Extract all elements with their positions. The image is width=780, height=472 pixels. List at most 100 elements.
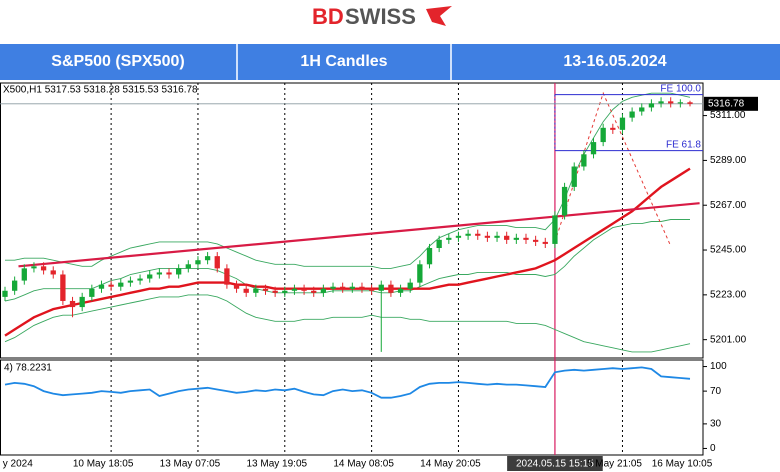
candle-body <box>523 237 529 240</box>
price-tag-label: 5316.78 <box>708 98 745 109</box>
price-tag <box>704 96 758 111</box>
candle-body <box>11 280 18 291</box>
candle-body <box>359 286 365 289</box>
candle-body <box>60 274 66 301</box>
candle-body <box>446 237 452 240</box>
candle-body <box>504 235 510 240</box>
candle-body <box>21 268 27 281</box>
y-tick-label: 5311.00 <box>710 110 746 121</box>
candle-body <box>677 102 684 104</box>
band-line <box>4 219 690 302</box>
y-tick-label: 5289.00 <box>710 155 747 166</box>
x-tick-label: 14 May 20:05 <box>420 459 481 470</box>
candle-body <box>282 290 288 293</box>
x-tick-label: 5 May 21:05 <box>587 459 642 470</box>
candle-body <box>610 127 616 130</box>
y-tick-label: 5267.00 <box>710 200 747 211</box>
candle-body <box>494 235 500 238</box>
candle-body <box>513 237 519 240</box>
candle-body <box>687 102 693 104</box>
x-tick-label: 13 May 07:05 <box>160 459 221 470</box>
header-cell: S&P500 (SPX500) <box>51 53 184 70</box>
candle-body <box>176 268 182 275</box>
candle-body <box>629 111 635 118</box>
candle-body <box>272 290 278 293</box>
logo-swiss: SWISS <box>345 4 416 29</box>
x-tick-label: 10 May 18:05 <box>73 459 134 470</box>
fibo-label: FE 61.8 <box>666 139 701 150</box>
candle-body <box>436 239 442 248</box>
projection <box>554 91 672 247</box>
y-tick-label: 5223.00 <box>710 289 747 300</box>
candle-body <box>658 101 664 104</box>
candle-body <box>619 117 626 130</box>
x-tick-label: 16 May 10:05 <box>652 459 713 470</box>
candle-body <box>2 290 8 297</box>
fibo-label: FE 100.0 <box>660 83 701 94</box>
candle-body <box>639 107 645 112</box>
candle-body <box>600 127 606 143</box>
candle-body <box>214 256 220 269</box>
candle-body <box>137 278 143 281</box>
candle-body <box>426 248 433 265</box>
candle-body <box>648 103 655 108</box>
band-line <box>4 294 691 353</box>
header-bar <box>0 44 780 80</box>
candle-body <box>262 288 269 291</box>
candle-body <box>320 288 327 293</box>
candle-body <box>127 280 134 283</box>
trendline <box>18 202 700 268</box>
candle-body <box>233 284 240 289</box>
candle-body <box>378 284 384 291</box>
candle-body <box>243 288 249 293</box>
candle-body <box>69 300 76 308</box>
candle-body <box>147 274 153 279</box>
candle-body <box>349 286 355 289</box>
indicator-tick-label: 30 <box>710 419 722 430</box>
candle-body <box>108 284 114 287</box>
candle-body <box>40 266 47 271</box>
candle-body <box>204 256 211 261</box>
candle-body <box>79 296 85 308</box>
indicator-tick-label: 0 <box>710 443 716 454</box>
indicator-label: 4) 78.2231 <box>4 363 52 374</box>
x-tick-label: 14 May 08:05 <box>333 459 394 470</box>
x-tick-label: 13 May 19:05 <box>246 459 307 470</box>
candle-body <box>542 241 548 244</box>
info-text: X500,H1 5317.53 5318.28 5315.53 5316.78 <box>3 85 198 96</box>
candle-body <box>195 260 201 265</box>
candle-body <box>291 288 298 291</box>
plot-frame <box>0 82 704 359</box>
candle-body <box>253 288 259 293</box>
indicator-tick-label: 100 <box>710 361 727 372</box>
logo-bd: BD <box>312 4 344 29</box>
candle-body <box>455 235 462 238</box>
candle-body <box>484 235 491 238</box>
candle-body <box>185 264 191 269</box>
moving-average <box>4 167 691 337</box>
x-tick-label: y 2024 <box>3 459 33 470</box>
candle-body <box>465 233 471 236</box>
candle-body <box>50 270 56 275</box>
candle-body <box>407 282 413 289</box>
candle-body <box>571 166 577 187</box>
candle-body <box>31 266 37 269</box>
candle-body <box>224 268 230 285</box>
candle-body <box>668 101 674 104</box>
y-tick-label: 5201.00 <box>710 334 747 345</box>
candle-body <box>417 264 423 283</box>
candle-body <box>118 282 124 287</box>
candle-body <box>561 186 568 216</box>
candle-body <box>590 142 597 155</box>
candle-body <box>552 215 558 244</box>
header-cell: 13-16.05.2024 <box>563 53 666 70</box>
logo-flag <box>426 6 452 26</box>
candle-body <box>89 288 95 297</box>
candle-body <box>98 284 105 289</box>
candle-body <box>166 272 172 275</box>
candle-body <box>330 286 336 289</box>
candle-body <box>156 272 163 275</box>
candle-body <box>581 154 587 167</box>
x-tick-label: 2024.05.15 15:15 <box>516 459 594 470</box>
